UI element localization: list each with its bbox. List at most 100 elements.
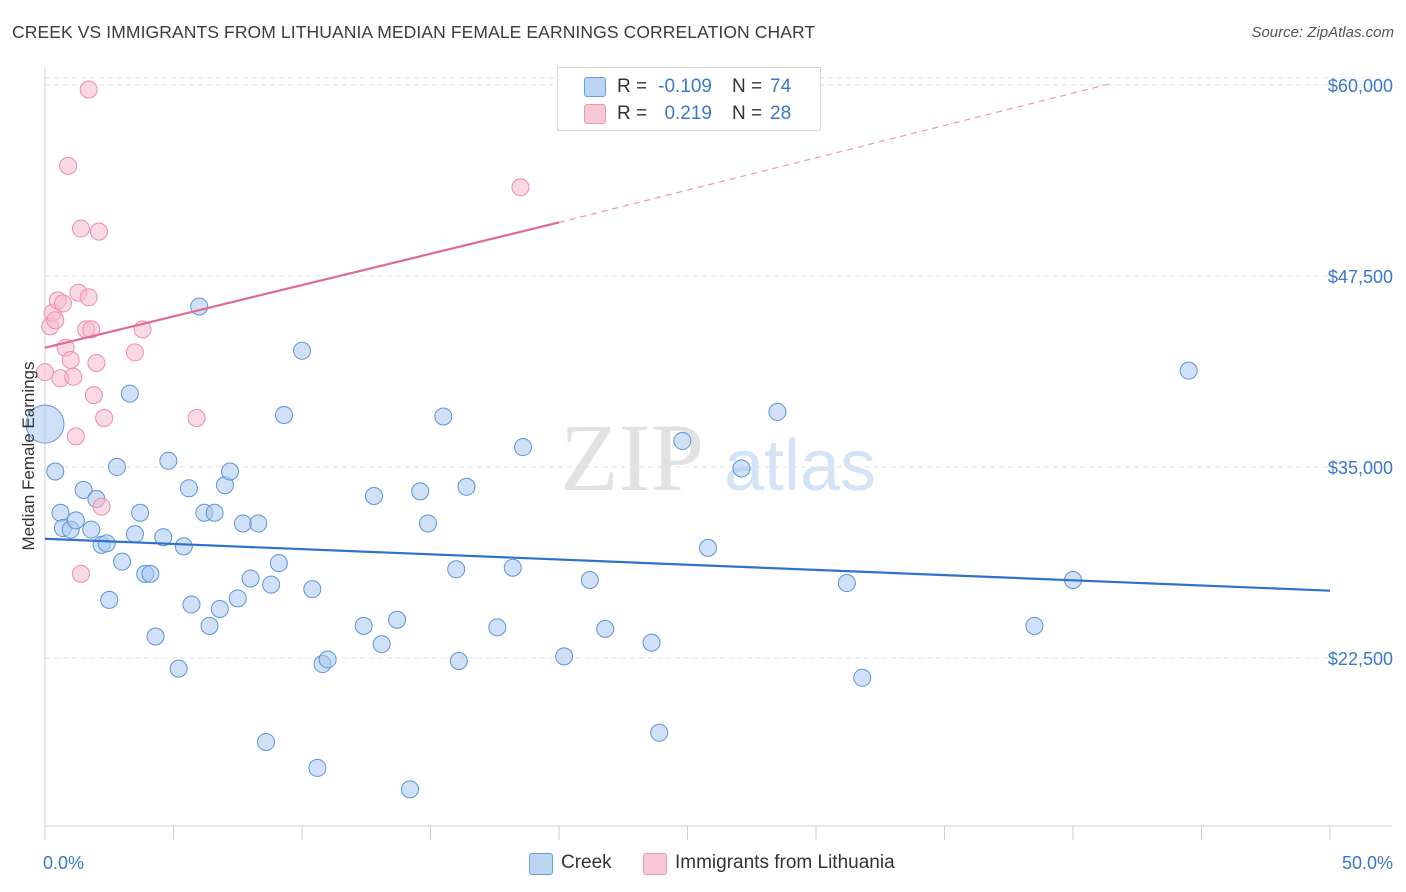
point-creek	[275, 405, 294, 424]
point-creek	[46, 462, 65, 481]
point-lithuania	[61, 350, 80, 369]
point-lithuania	[59, 156, 78, 175]
trend-layer	[44, 82, 1331, 592]
watermark: ZIP atlas	[560, 404, 876, 511]
point-creek	[400, 780, 419, 799]
point-creek	[447, 560, 466, 579]
point-creek	[113, 552, 132, 571]
point-creek	[514, 438, 533, 457]
point-creek	[449, 651, 468, 670]
legend-r-label: R =	[617, 76, 648, 97]
trend-line-lithuania	[44, 221, 560, 349]
point-creek	[372, 635, 391, 654]
point-creek	[131, 503, 150, 522]
point-lithuania	[125, 343, 144, 362]
point-lithuania	[95, 409, 114, 428]
watermark-zip: ZIP	[560, 404, 704, 511]
source-label: Source: ZipAtlas.com	[1251, 24, 1394, 41]
point-creek	[241, 569, 260, 588]
point-creek	[159, 451, 178, 470]
stats-legend: R = -0.109 N = 74 R = 0.219 N = 28	[557, 67, 821, 131]
point-creek	[318, 650, 337, 669]
point-creek	[66, 511, 85, 530]
point-creek	[249, 514, 268, 533]
point-creek	[179, 479, 198, 498]
point-creek	[228, 589, 247, 608]
point-lithuania	[187, 409, 206, 428]
point-creek	[25, 404, 65, 444]
point-lithuania	[71, 564, 90, 583]
y-tick-label: $47,500	[1328, 267, 1393, 287]
trend-extension-lithuania	[558, 82, 1112, 224]
point-creek	[642, 633, 661, 652]
x-tick-label-min: 0.0%	[43, 853, 84, 873]
point-creek	[434, 407, 453, 426]
point-creek	[732, 459, 751, 478]
bottom-legend-label-creek: Creek	[561, 852, 612, 873]
points-layer	[25, 80, 1198, 799]
point-creek	[97, 534, 116, 553]
point-creek	[503, 558, 522, 577]
point-creek	[596, 619, 615, 638]
y-axis-label: Median Female Earnings	[19, 362, 38, 551]
legend-r-value: -0.109	[658, 76, 712, 97]
legend-swatch-creek	[584, 77, 606, 97]
point-creek	[418, 514, 437, 533]
point-creek	[673, 431, 692, 450]
point-creek	[107, 457, 126, 476]
x-tick-label-max: 50.0%	[1342, 853, 1393, 873]
point-creek	[174, 537, 193, 556]
point-creek	[269, 554, 288, 573]
bottom-legend-swatch-creek	[529, 853, 553, 875]
point-lithuania	[36, 363, 54, 382]
point-lithuania	[79, 288, 98, 307]
point-creek	[100, 590, 119, 609]
point-creek	[51, 503, 70, 522]
point-creek	[308, 758, 327, 777]
point-creek	[488, 618, 507, 637]
point-creek	[699, 538, 718, 557]
point-creek	[120, 384, 139, 403]
point-lithuania	[53, 294, 72, 313]
legend-n-value: 28	[770, 103, 792, 124]
y-tick-label: $60,000	[1328, 76, 1393, 96]
point-lithuania	[87, 354, 106, 373]
point-lithuania	[79, 80, 98, 99]
point-creek	[650, 723, 669, 742]
point-creek	[457, 477, 476, 496]
legend-n-label: N =	[732, 76, 763, 97]
point-creek	[262, 575, 281, 594]
point-creek	[354, 616, 373, 635]
trend-line-creek	[44, 537, 1331, 592]
point-creek	[146, 627, 165, 646]
point-creek	[388, 610, 407, 629]
point-lithuania	[64, 367, 83, 386]
point-lithuania	[84, 386, 103, 405]
point-lithuania	[89, 222, 108, 241]
point-creek	[74, 480, 93, 499]
point-creek	[580, 570, 599, 589]
point-lithuania	[511, 178, 530, 197]
legend-n-label: N =	[732, 103, 763, 124]
point-creek	[141, 564, 160, 583]
point-creek	[1179, 361, 1198, 380]
point-creek	[233, 514, 252, 533]
point-lithuania	[71, 219, 90, 238]
point-creek	[768, 402, 787, 421]
point-creek	[837, 574, 856, 593]
point-creek	[303, 580, 322, 599]
point-creek	[182, 595, 201, 614]
legend-r-label: R =	[617, 103, 648, 124]
point-creek	[205, 503, 224, 522]
point-creek	[82, 520, 101, 539]
point-creek	[853, 668, 872, 687]
point-creek	[200, 616, 219, 635]
point-creek	[257, 732, 276, 751]
point-creek	[154, 528, 173, 547]
y-tick-label: $35,000	[1328, 458, 1393, 478]
point-creek	[555, 647, 574, 666]
y-tick-label: $22,500	[1328, 649, 1393, 669]
legend-r-value: 0.219	[664, 103, 712, 124]
point-creek	[1025, 616, 1044, 635]
